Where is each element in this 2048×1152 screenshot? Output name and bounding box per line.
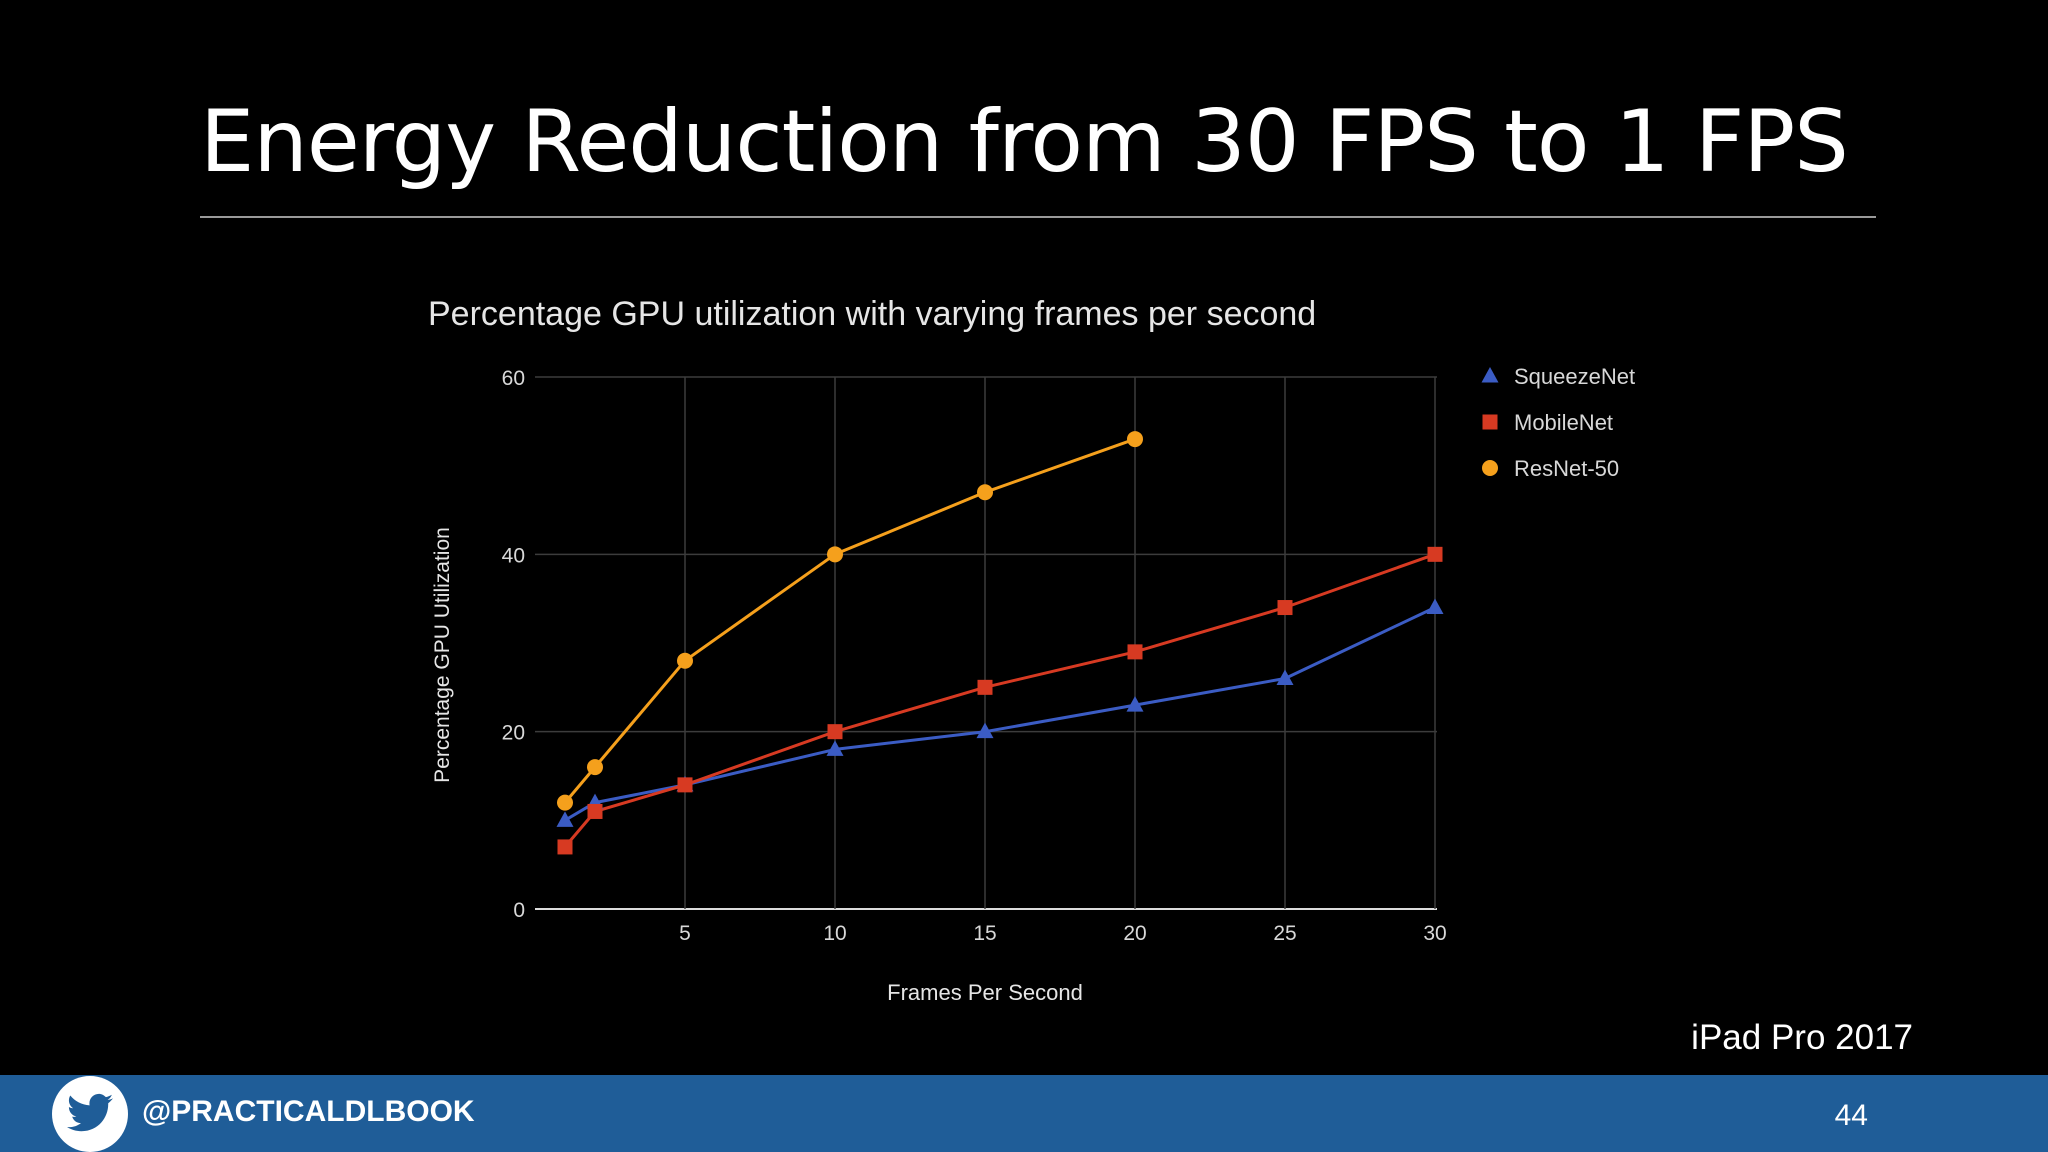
- data-point-resnet-50: [977, 484, 993, 501]
- x-tick-label: 25: [1273, 922, 1296, 945]
- data-point-resnet-50: [827, 546, 843, 563]
- data-point-squeezenet: [826, 740, 844, 756]
- footer-bar: [0, 1075, 2048, 1152]
- data-point-mobilenet: [1277, 600, 1293, 616]
- legend-label-resnet-50: ResNet-50: [1514, 456, 1619, 481]
- data-point-squeezenet: [1426, 598, 1444, 615]
- x-tick-label: 10: [823, 922, 846, 945]
- data-point-squeezenet: [1126, 696, 1144, 712]
- data-point-mobilenet: [557, 839, 573, 855]
- data-point-resnet-50: [587, 759, 603, 776]
- data-point-resnet-50: [1127, 431, 1143, 448]
- legend-marker-mobilenet: [1482, 414, 1498, 430]
- data-point-resnet-50: [557, 794, 573, 811]
- data-point-mobilenet: [827, 724, 843, 740]
- x-tick-label: 20: [1123, 922, 1146, 945]
- title-divider: [200, 216, 1876, 218]
- series-line-squeezenet: [564, 606, 1436, 822]
- data-point-mobilenet: [1127, 644, 1143, 660]
- data-point-squeezenet: [556, 811, 574, 827]
- series-line-mobilenet: [563, 552, 1436, 848]
- data-point-mobilenet: [977, 679, 993, 695]
- twitter-bird-icon[interactable]: [52, 1076, 128, 1152]
- legend-marker-resnet-50: [1482, 460, 1498, 476]
- y-tick-label: 20: [502, 722, 525, 745]
- y-tick-label: 40: [502, 544, 525, 567]
- legend-label-mobilenet: MobileNet: [1514, 410, 1613, 435]
- data-point-resnet-50: [677, 652, 693, 669]
- y-axis-label: Percentage GPU Utilization: [431, 527, 454, 783]
- data-point-mobilenet: [587, 803, 603, 819]
- x-tick-label: 5: [679, 922, 691, 945]
- slide-title: Energy Reduction from 30 FPS to 1 FPS: [200, 92, 1849, 192]
- x-axis-label: Frames Per Second: [887, 980, 1083, 1005]
- legend-marker-squeezenet: [1481, 367, 1499, 383]
- y-tick-label: 60: [502, 367, 525, 390]
- data-point-mobilenet: [677, 777, 693, 793]
- y-tick-label: 0: [513, 899, 525, 922]
- data-point-squeezenet: [1276, 669, 1294, 685]
- chart-title: Percentage GPU utilization with varying …: [428, 295, 1316, 333]
- data-point-mobilenet: [1427, 546, 1443, 562]
- x-tick-label: 30: [1423, 922, 1446, 945]
- twitter-handle[interactable]: @PRACTICALDLBOOK: [142, 1095, 475, 1128]
- page-number: 44: [1834, 1099, 1868, 1132]
- device-label: iPad Pro 2017: [1691, 1018, 1913, 1057]
- x-tick-label: 15: [973, 922, 996, 945]
- legend-label-squeezenet: SqueezeNet: [1514, 364, 1635, 389]
- data-point-squeezenet: [976, 722, 994, 739]
